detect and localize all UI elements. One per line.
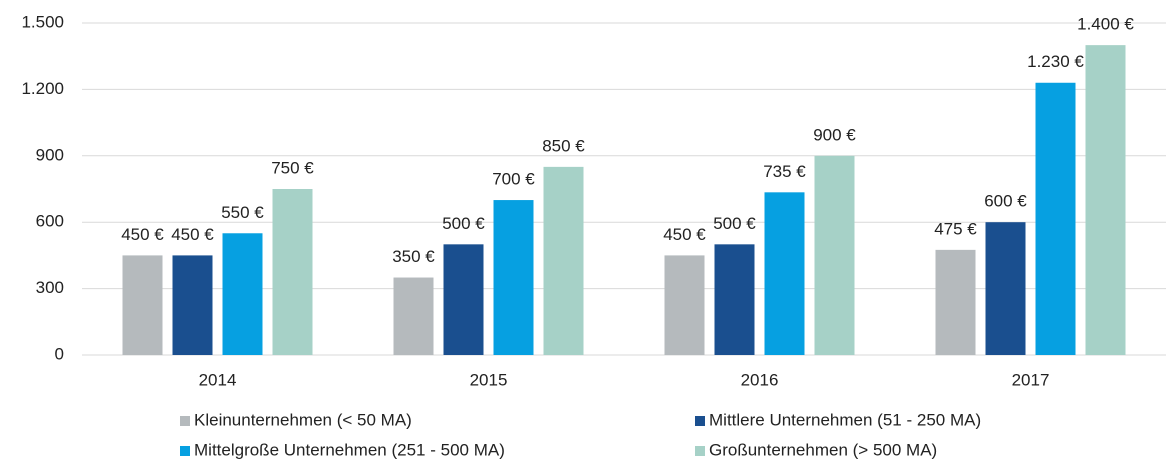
data-label: 500 € xyxy=(442,214,485,233)
data-label: 750 € xyxy=(271,158,314,177)
data-label: 700 € xyxy=(492,170,535,189)
bar xyxy=(272,189,313,355)
y-tick-label: 600 xyxy=(36,212,64,231)
x-tick-label: 2016 xyxy=(741,370,779,389)
legend-swatch xyxy=(180,416,190,426)
x-tick-label: 2017 xyxy=(1012,370,1050,389)
bar xyxy=(764,192,805,355)
bar xyxy=(172,255,213,355)
x-tick-label: 2015 xyxy=(470,370,508,389)
data-label: 450 € xyxy=(121,225,164,244)
data-label: 475 € xyxy=(934,219,977,238)
y-tick-label: 0 xyxy=(55,344,64,363)
bar xyxy=(493,200,534,355)
y-tick-label: 1.500 xyxy=(21,12,64,31)
legend-label: Mittelgroße Unternehmen (251 - 500 MA) xyxy=(194,440,505,459)
bar xyxy=(543,166,584,355)
y-tick-label: 300 xyxy=(36,278,64,297)
bar xyxy=(1085,45,1126,356)
bar xyxy=(814,155,855,355)
bar xyxy=(443,244,484,355)
data-label: 600 € xyxy=(984,192,1027,211)
data-label: 550 € xyxy=(221,203,264,222)
data-label: 350 € xyxy=(392,247,435,266)
bar xyxy=(714,244,755,355)
bar xyxy=(1035,82,1076,355)
legend-swatch xyxy=(695,416,705,426)
bar xyxy=(122,255,163,355)
legend-swatch xyxy=(695,446,705,456)
data-label: 1.230 € xyxy=(1027,52,1084,71)
bar xyxy=(664,255,705,355)
bar xyxy=(222,233,263,355)
bar xyxy=(985,222,1026,355)
legend-label: Kleinunternehmen (< 50 MA) xyxy=(194,410,412,429)
data-label: 450 € xyxy=(171,225,214,244)
data-label: 500 € xyxy=(713,214,756,233)
data-label: 900 € xyxy=(813,125,856,144)
x-tick-label: 2014 xyxy=(199,370,237,389)
legend-label: Großunternehmen (> 500 MA) xyxy=(709,440,937,459)
data-label: 450 € xyxy=(663,225,706,244)
data-label: 850 € xyxy=(542,136,585,155)
data-label: 1.400 € xyxy=(1077,15,1134,34)
legend-label: Mittlere Unternehmen (51 - 250 MA) xyxy=(709,410,981,429)
y-tick-label: 900 xyxy=(36,145,64,164)
data-label: 735 € xyxy=(763,162,806,181)
y-tick-label: 1.200 xyxy=(21,79,64,98)
bar xyxy=(393,277,434,355)
legend-swatch xyxy=(180,446,190,456)
bar xyxy=(935,249,976,355)
